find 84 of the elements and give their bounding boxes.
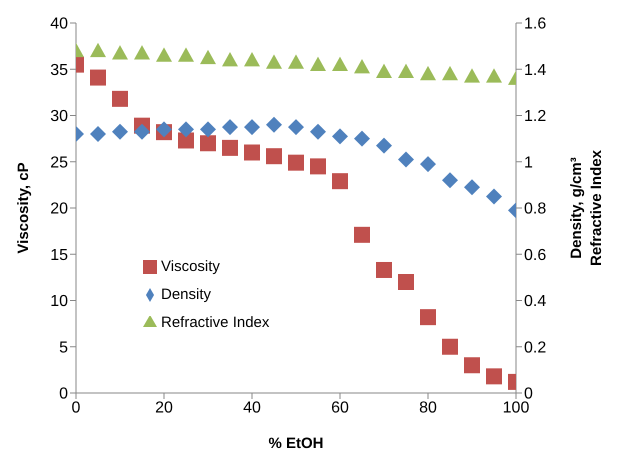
x-tick-label: 0 [72,399,81,416]
point [200,121,216,138]
point [134,45,150,60]
y-tick-label: 25 [50,154,68,172]
point [376,64,392,78]
y2-tick-label: 1.2 [524,108,546,126]
point [486,368,502,384]
point [112,90,128,107]
point [464,179,480,196]
y-tick-label: 35 [50,62,68,79]
point [90,42,106,58]
point [288,119,304,136]
legend-label: Density [161,286,212,303]
point [376,262,392,278]
point [332,56,348,72]
point [486,68,502,83]
point [442,172,458,188]
point [442,66,458,80]
point [332,173,348,190]
point [244,144,260,160]
point [266,116,282,133]
point [310,158,326,174]
point [266,148,282,164]
point [200,135,216,152]
y-tick-label: 40 [50,16,68,33]
x-tick-label: 100 [502,399,530,416]
point [178,121,194,138]
y2-axis-title: Density, g/cm³ Refractive Index [568,149,605,266]
point [134,124,150,140]
point [420,66,436,80]
y2-tick-label: 1.4 [524,62,546,79]
point [244,52,260,66]
point [288,154,304,171]
y-tick-label: 20 [50,200,68,218]
x-tick-label: 20 [155,399,173,416]
point [376,138,392,154]
y2-tick-label: 0.2 [524,339,546,356]
point [398,151,414,168]
y-axis-title: Viscosity, cP [15,162,32,254]
y2-tick-label: 0.6 [524,246,546,264]
legend-label: Refractive Index [161,314,270,331]
legend-label: Viscosity [161,258,220,275]
point [420,309,436,326]
y2-tick-label: 0.8 [524,200,546,218]
point [398,274,414,290]
point [486,188,502,204]
point [464,68,480,83]
point [266,54,282,69]
x-tick-label: 60 [331,399,349,416]
point [244,119,260,136]
y-tick-label: 10 [50,293,68,310]
point [90,126,106,142]
point [178,132,194,148]
point [354,226,370,243]
y2-tick-label: 0.4 [524,293,546,310]
point [442,338,458,355]
point [354,58,370,74]
point [310,124,326,140]
point [332,128,348,144]
point [398,64,414,78]
point [310,56,326,72]
point [222,140,238,156]
x-tick-label: 80 [419,399,437,416]
y-tick-label: 0 [59,386,68,403]
point [112,124,128,140]
y-tick-label: 15 [50,246,68,264]
y-tick-label: 5 [59,339,68,356]
y2-tick-label: 1.6 [524,16,546,33]
point [354,130,370,147]
point [222,52,238,66]
point [464,357,480,374]
point [288,54,304,69]
point [112,45,128,60]
point [156,47,172,62]
point [178,47,194,62]
point [420,156,436,172]
x-axis-title: % EtOH [268,435,324,452]
point [90,70,106,86]
y-tick-label: 30 [50,108,68,126]
point [222,119,238,136]
y2-tick-label: 1 [524,154,533,172]
point [156,121,172,138]
x-tick-label: 40 [243,399,261,416]
point [200,50,216,64]
